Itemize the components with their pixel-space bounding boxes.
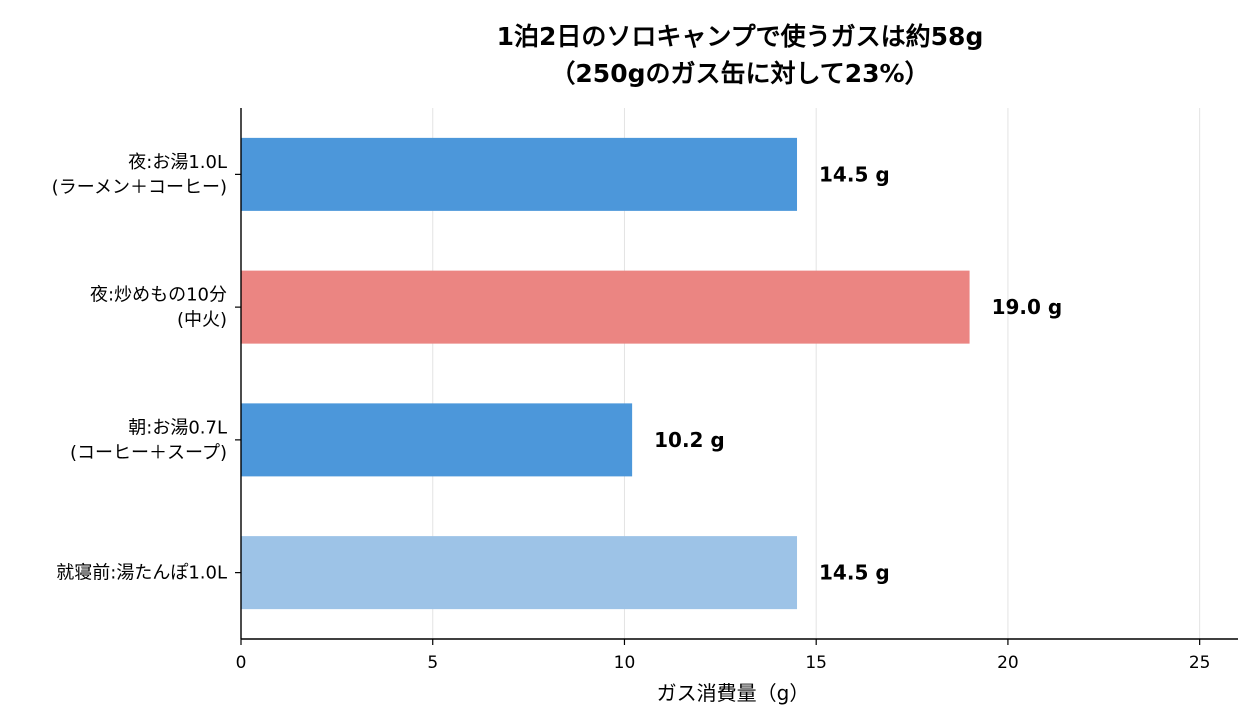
y-tick-label: 朝:お湯0.7L xyxy=(128,417,227,438)
chart-title-line-2: （250gのガス缶に対して23%） xyxy=(550,59,929,88)
bar xyxy=(241,270,970,344)
y-tick-label: 夜:お湯1.0L xyxy=(128,152,227,173)
x-tick-label: 5 xyxy=(427,653,438,673)
data-labels: 14.5 g 19.0 g 10.2 g 14.5 g xyxy=(654,162,1062,584)
chart-title-line-1: 1泊2日のソロキャンプで使うガスは約58g xyxy=(497,22,984,51)
data-label: 14.5 g xyxy=(819,561,890,585)
axes xyxy=(235,108,1238,645)
bar xyxy=(241,137,798,211)
data-label: 14.5 g xyxy=(819,162,890,186)
bar xyxy=(241,403,633,477)
x-axis-label: ガス消費量（g） xyxy=(657,681,810,705)
data-label: 10.2 g xyxy=(654,428,725,452)
y-tick-label: (ラーメン＋コーヒー) xyxy=(52,177,227,198)
y-tick-label: 夜:炒めもの10分 xyxy=(90,285,227,306)
x-tick-label: 0 xyxy=(236,653,247,673)
data-label: 19.0 g xyxy=(992,295,1063,319)
y-tick-labels: 夜:お湯1.0L (ラーメン＋コーヒー) 夜:炒めもの10分 (中火) 朝:お湯0.7L… xyxy=(52,152,227,584)
x-tick-label: 10 xyxy=(614,653,636,673)
bar xyxy=(241,536,798,610)
x-tick-label: 15 xyxy=(805,653,827,673)
y-tick-label: 就寝前:湯たんぽ1.0L xyxy=(56,563,227,584)
y-tick-label: (中火) xyxy=(177,310,227,331)
x-tick-labels: 0 5 10 15 20 25 xyxy=(236,653,1211,673)
y-tick-label: (コーヒー＋スープ) xyxy=(70,442,227,463)
bars xyxy=(241,137,970,610)
x-tick-label: 20 xyxy=(997,653,1019,673)
chart-title: 1泊2日のソロキャンプで使うガスは約58g （250gのガス缶に対して23%） xyxy=(497,22,984,88)
x-tick-label: 25 xyxy=(1189,653,1211,673)
